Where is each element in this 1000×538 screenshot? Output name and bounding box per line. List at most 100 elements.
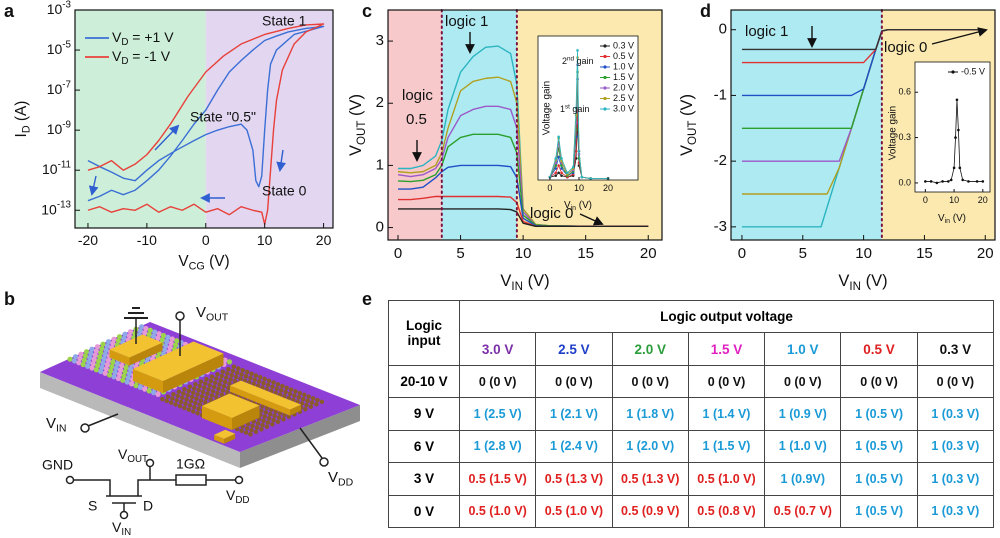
atom: [301, 396, 306, 402]
y-axis-label: VOUT (V): [678, 94, 699, 156]
atom: [152, 329, 158, 335]
series-marker: [952, 166, 956, 170]
series-marker: [949, 178, 953, 182]
terminal: [319, 457, 329, 467]
atom: [94, 362, 101, 369]
atom: [271, 380, 276, 385]
atom: [155, 335, 161, 341]
electrode: [214, 429, 236, 439]
panel-label: a: [4, 1, 15, 21]
atom: [266, 416, 272, 421]
atom: [195, 392, 200, 397]
legend-label: -0.5 V: [961, 66, 985, 76]
atom: [76, 360, 82, 366]
annotation: logic 0: [884, 39, 927, 56]
series-marker: [955, 98, 959, 102]
atom: [93, 348, 99, 354]
atom: [260, 422, 265, 428]
electrode: [232, 405, 260, 430]
atom: [197, 402, 202, 407]
atom: [173, 342, 179, 348]
series-marker: [577, 149, 581, 153]
electrode: [109, 334, 163, 358]
device-illustration: VOUT VIN VDD: [40, 304, 360, 488]
x-tick-label: 10: [949, 195, 959, 205]
legend-label: 1.0 V: [613, 61, 634, 71]
atom: [168, 340, 174, 346]
atom: [116, 334, 123, 340]
atom: [315, 397, 320, 403]
legend-label: 3.0 V: [613, 103, 634, 113]
corner-header: Logic input: [388, 300, 460, 366]
row-header: 20-10 V: [388, 364, 460, 399]
atom: [276, 415, 282, 420]
circuit-label: D: [143, 498, 153, 514]
atom: [224, 375, 229, 380]
legend-label: VD = +1 V: [112, 29, 174, 48]
series-line: [87, 25, 325, 202]
column-header: 0.5 V: [840, 332, 918, 366]
terminal: [80, 423, 90, 433]
atom: [208, 378, 213, 384]
table-cell: 1 (0.5 V): [840, 397, 918, 431]
atom: [77, 355, 83, 362]
atom: [103, 347, 109, 353]
annotation: 2nd gain: [562, 55, 594, 66]
series-marker: [560, 164, 563, 167]
table-cell: 0 (0 V): [687, 364, 766, 399]
table-cell: 0.5 (1.0 V): [535, 494, 613, 529]
y-tick-label: -3: [714, 218, 727, 235]
atom: [127, 329, 134, 335]
atom: [248, 432, 253, 437]
legend-marker: [603, 96, 607, 101]
atom: [226, 385, 231, 391]
wire: [87, 413, 119, 427]
annotation: State 0: [262, 183, 307, 199]
table-cell: 1 (2.4 V): [535, 429, 613, 464]
atom: [137, 328, 143, 334]
atom: [85, 363, 91, 369]
atom: [167, 344, 173, 351]
arrow: [276, 149, 287, 172]
electrode: [214, 434, 225, 444]
arrow: [154, 124, 180, 151]
annotation: logic 1: [745, 23, 788, 40]
atom: [253, 429, 259, 435]
atom: [219, 392, 224, 397]
column-header: 1.0 V: [764, 332, 842, 366]
atom: [142, 330, 148, 336]
atom: [97, 354, 103, 360]
atom: [263, 410, 268, 415]
atom: [100, 341, 106, 347]
y-tick-label: 0.3: [898, 132, 911, 142]
series-marker: [554, 171, 558, 175]
atom: [264, 387, 270, 392]
atom: [302, 392, 307, 398]
table-cell: 0.5 (1.0 V): [458, 494, 537, 529]
substrate-side: [240, 405, 360, 468]
table-cell: 0.5 (1.0 V): [687, 462, 766, 496]
x-tick-label: 5: [799, 245, 807, 262]
resistor: [175, 474, 207, 486]
table-cell: 0.5 (1.5 V): [458, 462, 537, 496]
atom: [319, 399, 325, 405]
atom: [269, 407, 274, 413]
atom: [110, 359, 116, 365]
atom: [169, 336, 175, 342]
atom: [235, 370, 240, 375]
y-tick-label: 1: [376, 156, 384, 173]
atom: [283, 389, 288, 395]
y-tick-label: 10-7: [47, 79, 71, 97]
atom: [303, 407, 308, 412]
plot-frame: [537, 35, 639, 181]
panel-label: c: [362, 1, 372, 21]
atom: [210, 389, 216, 394]
atom: [232, 379, 238, 384]
atom: [198, 379, 204, 384]
y-tick-label: 0: [719, 21, 727, 38]
atom: [244, 369, 250, 375]
table-cell: 1 (1.0 V): [764, 429, 842, 464]
